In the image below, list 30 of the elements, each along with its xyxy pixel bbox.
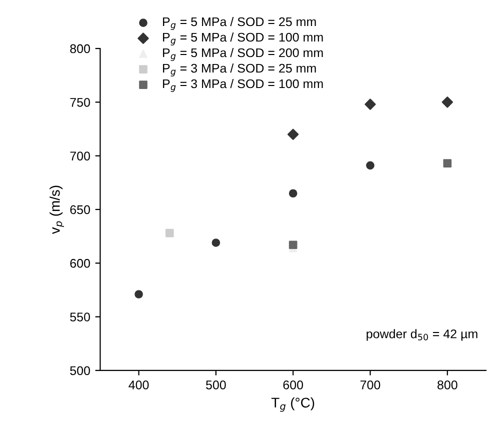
- x-tick-label: 600: [283, 380, 304, 390]
- y-axis-title: v$_{p}$ (m/s): [50, 186, 64, 234]
- legend-label: P$_{g}$ = 5 MPa / SOD = 25 mm: [163, 16, 316, 30]
- legend-label: P$_{g}$ = 5 MPa / SOD = 100 mm: [163, 32, 323, 46]
- point: [443, 159, 452, 168]
- point: [287, 128, 299, 140]
- annotation: powder d$_{50}$ = 42 µm: [366, 329, 478, 341]
- y-tick-label: 500: [70, 366, 90, 376]
- y-tick-label: 800: [70, 44, 90, 54]
- point: [165, 228, 174, 238]
- x-axis-title: T$_{g}$ (°C): [271, 397, 314, 412]
- y-tick-label: 650: [70, 205, 90, 214]
- point: [212, 238, 220, 247]
- y-tick-label: 750: [70, 98, 90, 107]
- point: [366, 161, 374, 170]
- legend-label: P$_{g}$ = 5 MPa / SOD = 200 mm: [163, 48, 323, 61]
- x-tick-label: 700: [360, 380, 380, 390]
- y-tick-label: 700: [70, 152, 90, 160]
- y-tick-label: 550: [70, 312, 90, 322]
- legend-label: P$_{g}$ = 3 MPa / SOD = 25 mm: [163, 63, 316, 76]
- point: [134, 290, 143, 298]
- y-tick-label: 600: [70, 258, 90, 268]
- x-tick-label: 800: [438, 380, 458, 390]
- x-tick-label: 400: [128, 380, 149, 390]
- point: [364, 98, 376, 110]
- point: [288, 189, 298, 198]
- point: [288, 240, 298, 250]
- legend-label: P$_{g}$ = 3 MPa / SOD = 100 mm: [163, 78, 323, 92]
- x-tick-label: 500: [206, 380, 226, 390]
- point: [442, 96, 453, 108]
